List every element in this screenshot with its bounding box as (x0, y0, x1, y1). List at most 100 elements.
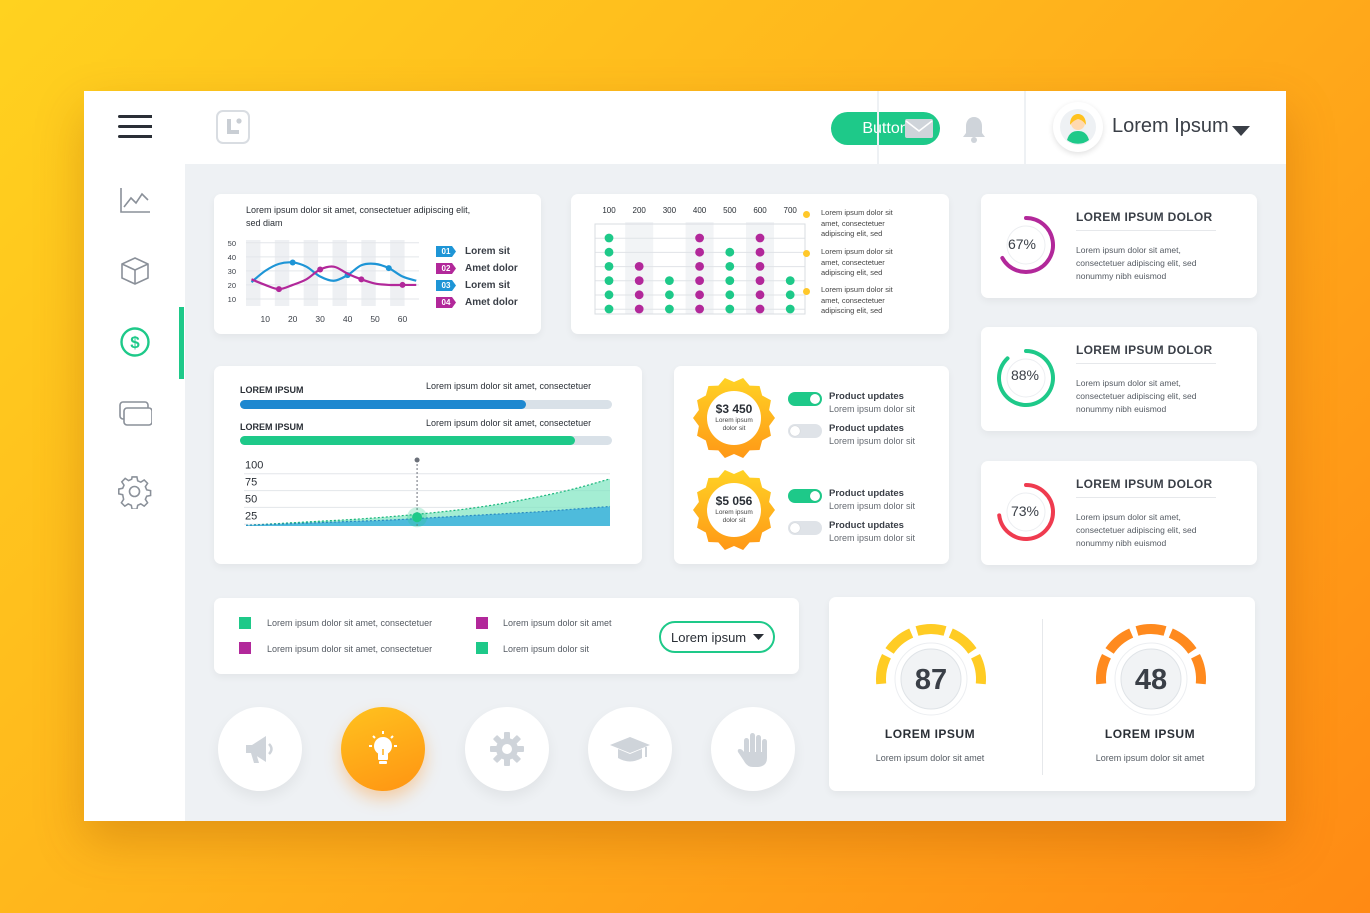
toggle-switch[interactable] (788, 424, 822, 438)
stat-description: Lorem ipsum dolor sit amet, consectetuer… (1076, 378, 1197, 414)
chart-title: Lorem ipsum dolor sit amet, consectetuer… (246, 205, 471, 228)
lightbulb-icon (369, 731, 397, 764)
y-tick-label: 30 (228, 267, 236, 276)
graduation-cap-icon (610, 737, 650, 762)
gauge-segment (1135, 624, 1167, 636)
stat-card[interactable]: 73% LOREM IPSUM DOLOR Lorem ipsum dolor … (981, 461, 1257, 565)
avatar[interactable] (1053, 102, 1103, 152)
progress-area-card: LOREM IPSUM Lorem ipsum dolor sit amet, … (214, 366, 642, 564)
y-tick-label: 75 (245, 477, 257, 489)
megaphone-button[interactable] (218, 707, 302, 791)
data-point (665, 290, 674, 300)
percent-ring (1000, 216, 1055, 274)
data-point (695, 304, 704, 314)
dropdown-select[interactable]: Lorem ipsum (659, 621, 775, 653)
stat-title: LOREM IPSUM DOLOR (1076, 343, 1213, 357)
grid-band (361, 240, 376, 306)
data-point (358, 276, 365, 283)
marker-top (414, 457, 420, 463)
area-fill (246, 506, 610, 526)
settings-button[interactable] (465, 707, 549, 791)
data-point (755, 262, 765, 271)
line-chart-icon[interactable] (118, 183, 152, 217)
gauge-subtitle: Lorem ipsum dolor sit amet (1095, 753, 1205, 763)
stat-card[interactable]: 88% LOREM IPSUM DOLOR Lorem ipsum dolor … (981, 327, 1257, 431)
data-point (755, 290, 765, 300)
data-point (755, 276, 765, 285)
menu-icon[interactable] (118, 110, 152, 144)
toggle-switch[interactable] (788, 392, 822, 406)
chevron-down-icon[interactable] (1232, 124, 1250, 142)
y-tick-label: 50 (245, 493, 257, 505)
marker-point (412, 512, 423, 523)
y-tick-label: 20 (228, 281, 236, 290)
data-point (399, 281, 406, 288)
svg-text:$: $ (130, 333, 140, 352)
data-point (604, 290, 614, 300)
gauge-inner (900, 648, 962, 710)
primary-button[interactable]: Button (831, 112, 940, 145)
sidebar-active-indicator (179, 307, 184, 379)
data-point (755, 247, 765, 257)
lightbulb-button[interactable] (341, 707, 425, 791)
legend-card: Lorem ipsum dolor sit amet, consectetuer… (214, 598, 799, 674)
data-point (725, 247, 735, 257)
toggle-switch[interactable] (788, 521, 822, 535)
data-point (725, 276, 735, 285)
x-tick-label: 300 (663, 206, 677, 215)
ring-arc (997, 349, 1055, 407)
top-bar: Button 3 Lorem Ipsum (185, 91, 1286, 164)
dot-legend-item: Lorem ipsum dolor sit amet, consectetuer… (803, 208, 911, 240)
gauge-subtitle: Lorem ipsum dolor sit amet (875, 753, 985, 763)
dot-legend-item: Lorem ipsum dolor sit amet, consectetuer… (803, 285, 911, 317)
dashboard-window: $ Button 3 (84, 91, 1286, 821)
dollar-icon[interactable]: $ (118, 325, 152, 359)
x-tick-label: 50 (370, 314, 380, 324)
toggle-switch[interactable] (788, 489, 822, 503)
education-button[interactable] (588, 707, 672, 791)
data-point (695, 290, 704, 300)
stat-title: LOREM IPSUM DOLOR (1076, 477, 1213, 491)
bell-icon[interactable] (961, 114, 987, 149)
gauge-segment (1105, 628, 1134, 654)
gauge-segment (970, 653, 986, 685)
gauge-segment (876, 653, 892, 685)
data-point (604, 233, 614, 243)
legend-item: 01 Lorem sit (436, 246, 510, 257)
data-point (665, 304, 674, 314)
toggle-title: Product updates (829, 488, 904, 499)
y-tick-label: 10 (228, 295, 236, 304)
cube-icon[interactable] (118, 254, 152, 288)
progress-label: LOREM IPSUM (240, 385, 304, 395)
stat-card[interactable]: 67% LOREM IPSUM DOLOR Lorem ipsum dolor … (981, 194, 1257, 298)
gauge-segment (1190, 653, 1206, 685)
divider (1042, 619, 1043, 775)
toggle-subtitle: Lorem ipsum dolor sit (829, 436, 916, 446)
area-chart: 100 75 50 25 (244, 457, 611, 528)
x-tick-label: 20 (288, 314, 298, 324)
data-point (275, 286, 282, 293)
percent-ring (997, 349, 1055, 407)
data-point (725, 304, 735, 314)
x-tick-label: 200 (633, 206, 647, 215)
line-chart-card: Lorem ipsum dolor sit amet, consectetuer… (214, 194, 541, 334)
legend-text: Lorem ipsum dolor sit (503, 644, 590, 654)
ring-arc (997, 483, 1055, 541)
progress-bar (240, 400, 612, 409)
gauge-segment (915, 624, 947, 636)
x-tick-label: 500 (723, 206, 737, 215)
data-point (604, 247, 614, 257)
badge-center (707, 391, 761, 445)
gauge-segment (948, 628, 977, 654)
hand-button[interactable] (711, 707, 795, 791)
gauge-segment (885, 628, 914, 654)
data-point (385, 265, 392, 272)
settings-icon[interactable] (118, 475, 152, 509)
sidebar: $ (84, 91, 185, 821)
x-tick-label: 30 (315, 314, 325, 324)
user-name[interactable]: Lorem Ipsum (1112, 115, 1229, 137)
dot-legend-item: Lorem ipsum dolor sit amet, consectetuer… (803, 247, 911, 279)
mail-icon[interactable] (904, 118, 934, 145)
cards-icon[interactable] (118, 397, 152, 431)
gauge-segment (1168, 628, 1197, 654)
